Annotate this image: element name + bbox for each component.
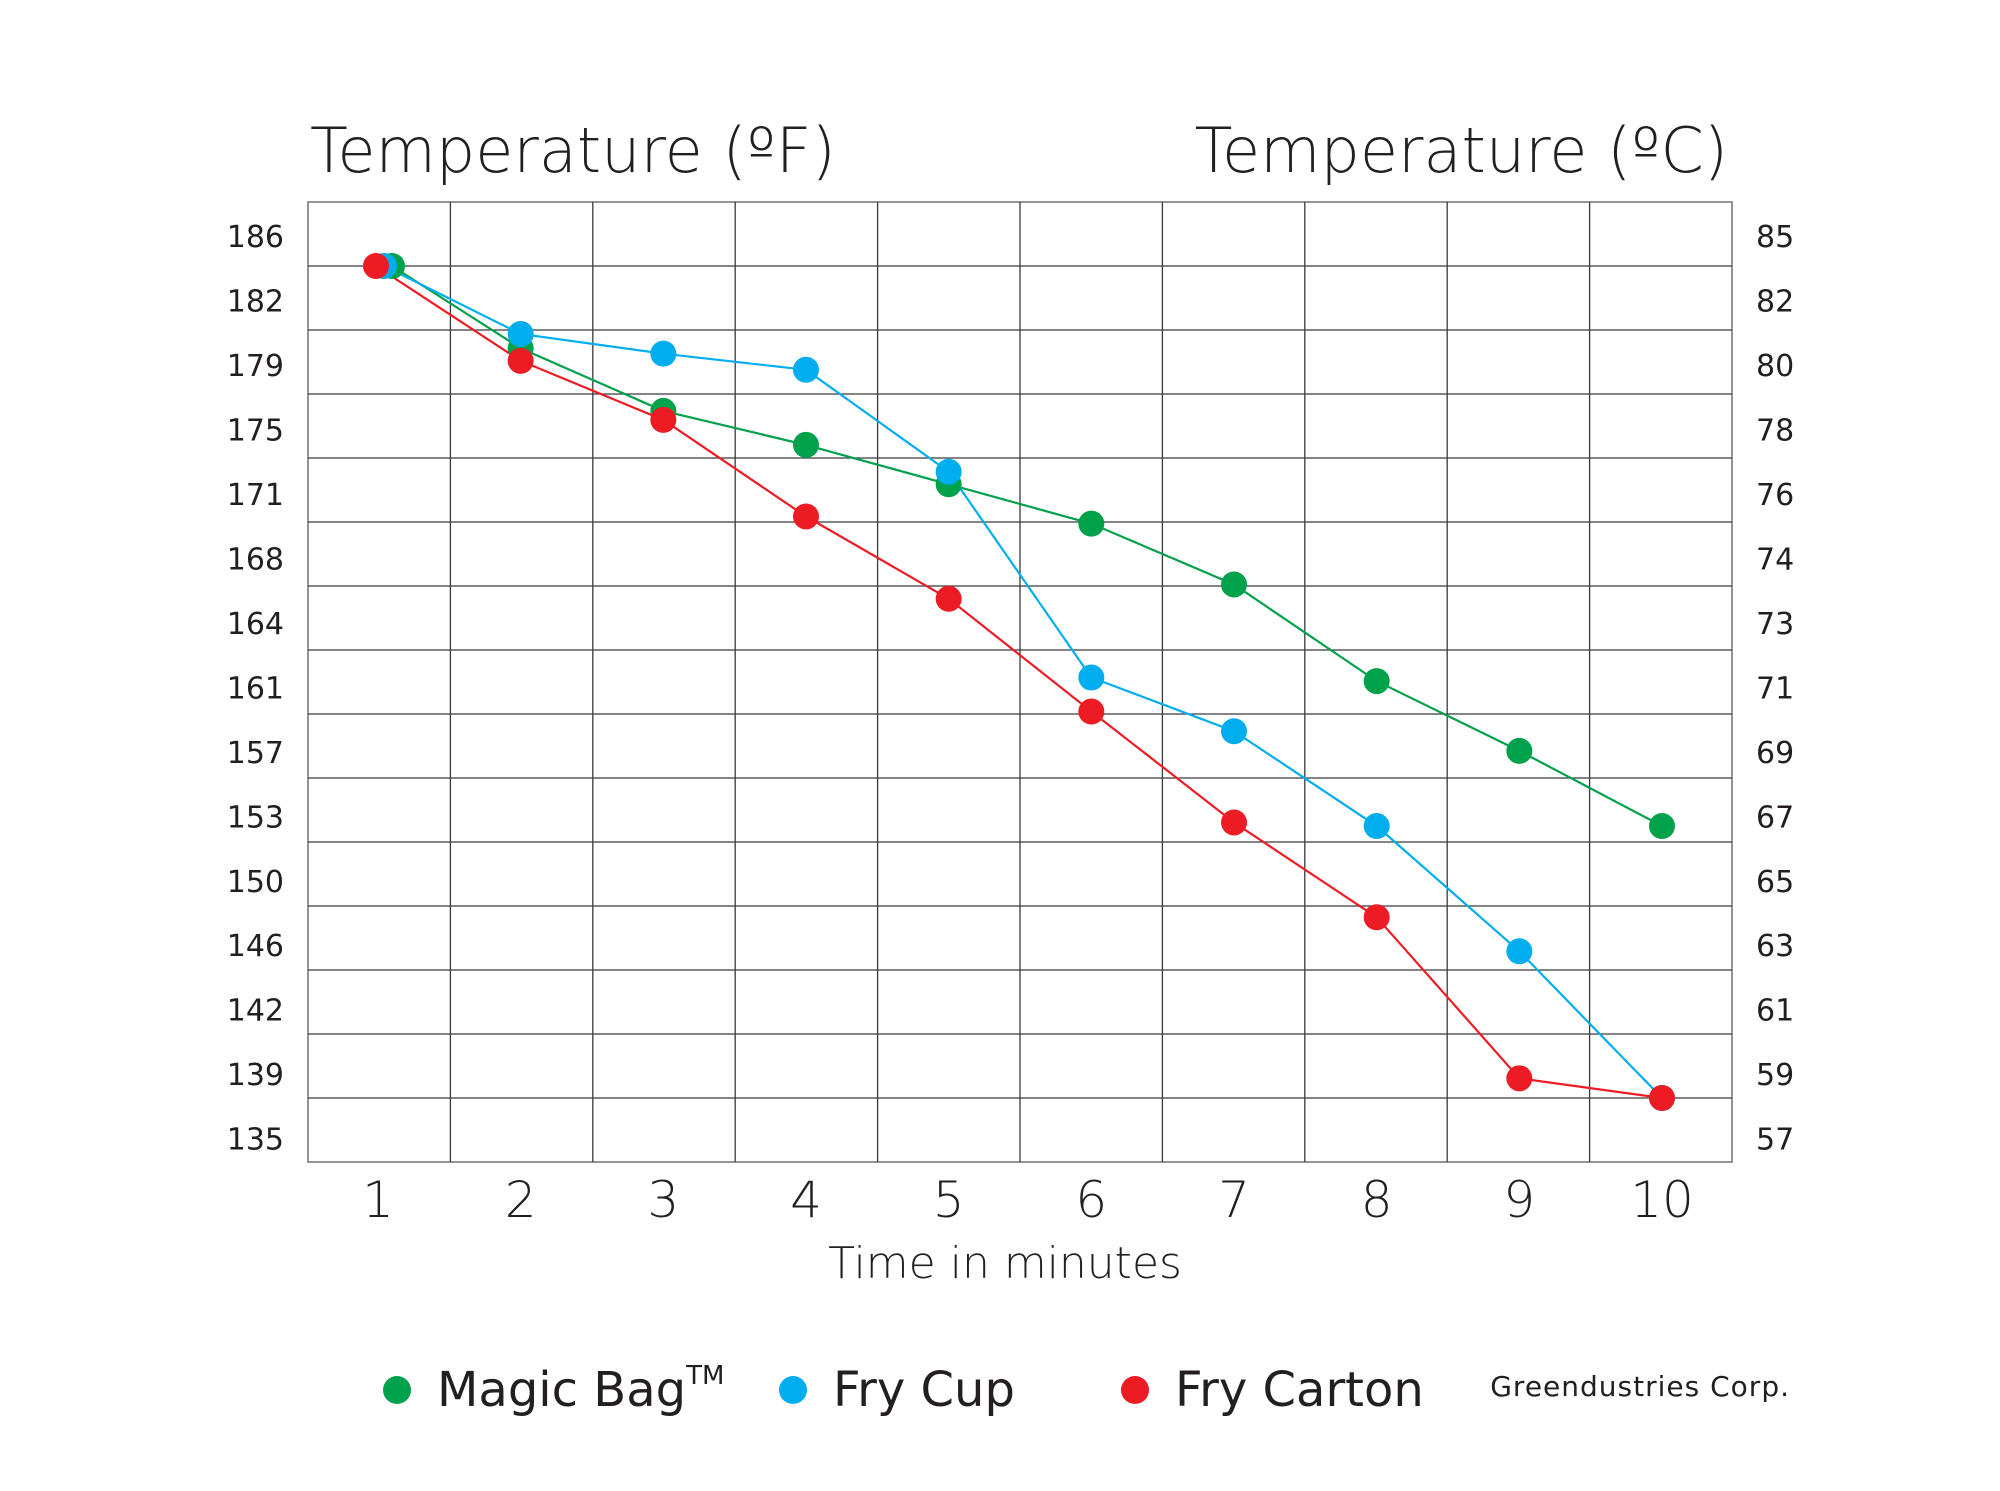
y-tick-label-right: 73 xyxy=(1756,607,1794,642)
y-tick-label-right: 78 xyxy=(1756,414,1794,449)
data-point xyxy=(1363,813,1390,840)
y-tick-label-left: 186 xyxy=(227,220,284,255)
y-tick-label-right: 82 xyxy=(1756,285,1794,320)
data-point xyxy=(793,503,819,530)
data-point xyxy=(363,253,389,279)
x-tick-label: 6 xyxy=(1075,1171,1107,1229)
series-line xyxy=(383,265,1663,1099)
y-tick-label-left: 150 xyxy=(227,865,284,900)
x-tick-label: 5 xyxy=(933,1171,965,1229)
y-tick-label-right: 61 xyxy=(1756,994,1794,1029)
data-point xyxy=(1363,668,1390,695)
y-tick-label-right: 71 xyxy=(1756,671,1794,706)
legend-marker xyxy=(1121,1376,1149,1404)
x-tick-label: 9 xyxy=(1503,1171,1535,1229)
x-tick-label: 3 xyxy=(647,1171,679,1229)
data-point xyxy=(1506,737,1533,764)
y-tick-label-right: 67 xyxy=(1756,800,1794,835)
data-point xyxy=(793,431,819,458)
data-point xyxy=(1649,1085,1675,1111)
y-tick-label-left: 164 xyxy=(227,607,284,642)
data-point xyxy=(793,356,819,383)
series-line xyxy=(375,265,1663,1100)
left-y-ticks: 186 182 179 175 171 168 164 161 157 153 150 146 142 1… xyxy=(227,220,284,1157)
data-point xyxy=(1506,1065,1533,1092)
legend-marker xyxy=(779,1376,807,1404)
x-axis-label: Time in minutes xyxy=(828,1238,1182,1289)
legend-label: Fry Carton xyxy=(1175,1362,1424,1418)
data-point xyxy=(935,585,962,612)
y-tick-label-left: 153 xyxy=(227,800,284,835)
left-axis-title: Temperature (ºF) xyxy=(310,114,836,187)
x-tick-label: 7 xyxy=(1218,1171,1250,1229)
y-tick-label-left: 146 xyxy=(227,929,284,964)
data-point xyxy=(1506,938,1533,965)
legend-superscript: TM xyxy=(685,1361,724,1391)
legend-label: Magic BagTM xyxy=(437,1361,724,1418)
y-tick-label-left: 175 xyxy=(227,414,284,449)
y-tick-label-left: 182 xyxy=(227,285,284,320)
data-point xyxy=(507,320,534,347)
data-point xyxy=(1078,698,1105,725)
series-lines xyxy=(375,265,1663,1100)
data-point xyxy=(935,458,962,485)
y-tick-label-left: 168 xyxy=(227,542,284,577)
y-tick-label-right: 69 xyxy=(1756,736,1794,771)
data-point xyxy=(1078,664,1105,691)
x-tick-label: 8 xyxy=(1361,1171,1393,1229)
y-tick-label-right: 57 xyxy=(1756,1123,1794,1158)
credit-text: Greendustries Corp. xyxy=(1490,1370,1790,1403)
x-tick-label: 2 xyxy=(505,1171,537,1229)
right-axis-title: Temperature (ºC) xyxy=(1195,114,1728,187)
legend-label: Fry Cup xyxy=(833,1362,1015,1418)
x-tick-label: 4 xyxy=(790,1171,822,1229)
legend-marker xyxy=(383,1376,411,1404)
data-point xyxy=(1221,809,1247,836)
data-point xyxy=(1078,510,1105,537)
data-point xyxy=(650,340,677,367)
y-tick-label-left: 157 xyxy=(227,736,284,771)
y-tick-label-right: 85 xyxy=(1756,220,1794,255)
data-point xyxy=(1221,718,1247,745)
x-tick-label: 1 xyxy=(362,1171,394,1229)
x-ticks: 1 2 3 4 5 6 7 8 9 10 xyxy=(362,1171,1694,1229)
y-tick-label-right: 74 xyxy=(1756,542,1794,577)
y-tick-label-right: 59 xyxy=(1756,1058,1794,1093)
legend: Magic BagTM Fry Cup Fry Carton xyxy=(383,1361,1424,1418)
y-tick-label-left: 142 xyxy=(227,994,284,1029)
data-point xyxy=(507,347,534,374)
y-tick-label-right: 65 xyxy=(1756,865,1794,900)
series-line xyxy=(391,265,1663,828)
right-y-ticks: 85 82 80 78 76 74 73 71 69 67 65 63 61 59 57 xyxy=(1756,220,1794,1157)
data-point xyxy=(1649,813,1675,840)
x-tick-label: 10 xyxy=(1630,1171,1694,1229)
data-point xyxy=(650,406,677,433)
series-points xyxy=(363,253,1675,1111)
y-tick-label-left: 135 xyxy=(227,1123,284,1158)
y-tick-label-left: 171 xyxy=(227,478,284,513)
y-tick-label-left: 139 xyxy=(227,1058,284,1093)
data-point xyxy=(1363,904,1390,931)
y-tick-label-left: 161 xyxy=(227,671,284,706)
data-point xyxy=(1221,571,1247,598)
y-tick-label-right: 80 xyxy=(1756,349,1794,384)
y-tick-label-right: 76 xyxy=(1756,478,1794,513)
y-tick-label-left: 179 xyxy=(227,349,284,384)
y-tick-label-right: 63 xyxy=(1756,929,1794,964)
